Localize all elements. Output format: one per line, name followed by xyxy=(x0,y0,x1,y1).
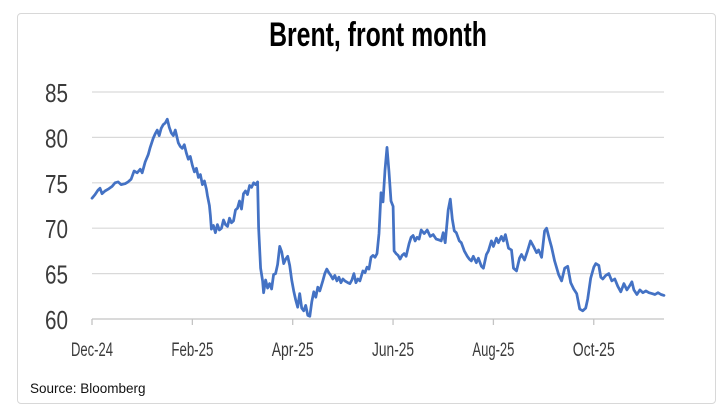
y-tick-label: 70 xyxy=(45,214,68,244)
source-note: Source: Bloomberg xyxy=(30,381,146,396)
price-line xyxy=(90,117,666,318)
x-tick-label: Feb-25 xyxy=(171,340,213,361)
y-tick-label: 60 xyxy=(45,305,68,335)
x-tick-label: Jun-25 xyxy=(372,340,414,361)
y-tick-label: 85 xyxy=(45,78,68,108)
chart-title: Brent, front month xyxy=(269,16,487,54)
y-tick-label: 75 xyxy=(45,169,68,199)
y-tick-label: 65 xyxy=(45,260,68,290)
x-tick-label: Dec-24 xyxy=(71,340,113,361)
x-tick-label: Aug-25 xyxy=(472,340,514,361)
x-tick-label: Oct-25 xyxy=(573,340,615,361)
x-tick-label: Apr-25 xyxy=(272,340,314,361)
y-tick-label: 80 xyxy=(45,123,68,153)
figure-border xyxy=(17,13,716,404)
